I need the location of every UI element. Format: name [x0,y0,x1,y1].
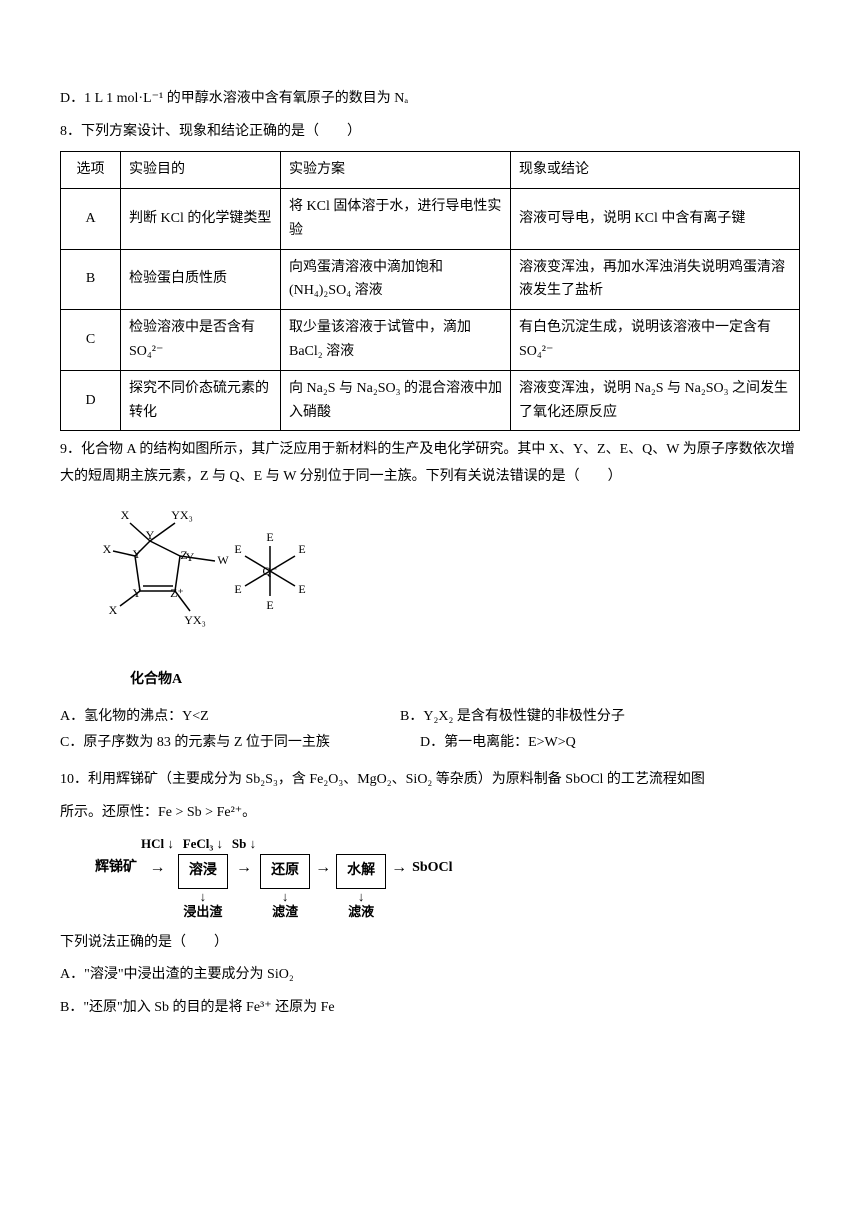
svg-text:Z⁺: Z⁺ [170,586,184,600]
table-row: D 探究不同价态硫元素的转化 向 Na₂S 与 Na₂SO₃ 的混合溶液中加入硝… [61,370,800,431]
table-row: A 判断 KCl 的化学键类型 将 KCl 固体溶于水，进行导电性实验 溶液可导… [61,188,800,249]
cell-purpose: 判断 KCl 的化学键类型 [121,188,281,249]
q10-opt-a: A．"溶浸"中浸出渣的主要成分为 SiO₂ [60,962,800,989]
cell-plan: 将 KCl 固体溶于水，进行导电性实验 [281,188,511,249]
svg-text:X: X [121,508,130,522]
q8-table: 选项 实验目的 实验方案 现象或结论 A 判断 KCl 的化学键类型 将 KCl… [60,151,800,431]
svg-text:E: E [298,582,305,596]
q10-stem-b: 所示。还原性：Fe > Sb > Fe²⁺。 [60,800,800,827]
q8-stem: 8．下列方案设计、现象和结论正确的是（ ） [60,119,800,146]
flow-out-1: 浸出渣 [183,904,222,919]
cell-opt: B [61,249,121,310]
q9-opt-c: C．原子序数为 83 的元素与 Z 位于同一主族 [60,730,420,757]
cell-result: 溶液可导电，说明 KCl 中含有离子键 [511,188,800,249]
table-row: B 检验蛋白质性质 向鸡蛋清溶液中滴加饱和 (NH₄)₂SO₄ 溶液 溶液变浑浊… [61,249,800,310]
flow-input-hcl: HCl [141,836,164,851]
cell-purpose: 检验溶液中是否含有 SO₄²⁻ [121,310,281,371]
flow-out-3: 滤液 [348,904,374,919]
cell-plan: 向 Na₂S 与 Na₂SO₃ 的混合溶液中加入硝酸 [281,370,511,431]
arrow-icon: → [148,854,166,882]
svg-text:E: E [234,582,241,596]
cell-result: 溶液变浑浊，说明 Na₂S 与 Na₂SO₃ 之间发生了氧化还原反应 [511,370,800,431]
svg-text:X: X [103,542,112,556]
svg-text:Y: Y [146,528,155,542]
svg-text:YX₃: YX₃ [184,613,206,627]
compound-a-structure: X YX₃ X X Y Y Y Z Z⁺ Y W YX₃ Q⁻ E E E E … [95,501,335,651]
svg-text:YX₃: YX₃ [171,508,193,522]
cell-result: 溶液变浑浊，再加水浑浊消失说明鸡蛋清溶液发生了盐析 [511,249,800,310]
svg-text:E: E [298,542,305,556]
option-d-prev: D．1 L 1 mol·L⁻¹ 的甲醇水溶液中含有氧原子的数目为 Nₐ [60,86,800,113]
flow-end: SbOCl [412,854,452,882]
svg-text:E: E [266,530,273,544]
flow-input-fecl3: FeCl₃ [183,836,214,851]
flow-out-2: 滤渣 [272,904,298,919]
q10-stem-a: 10．利用辉锑矿（主要成分为 Sb₂S₃，含 Fe₂O₃、MgO₂、SiO₂ 等… [60,767,800,794]
q9-options-row1: A．氢化物的沸点：Y<Z B．Y₂X₂ 是含有极性键的非极性分子 [60,704,800,731]
q9-opt-b: B．Y₂X₂ 是含有极性键的非极性分子 [400,704,800,731]
flow-step-1: 溶浸 [178,854,228,889]
q9-opt-a: A．氢化物的沸点：Y<Z [60,704,400,731]
svg-text:Y: Y [133,586,142,600]
cell-opt: C [61,310,121,371]
q9-opt-d: D．第一电离能：E>W>Q [420,730,800,757]
cell-purpose: 探究不同价态硫元素的转化 [121,370,281,431]
svg-text:E: E [266,598,273,612]
svg-text:X: X [109,603,118,617]
q9-stem: 9．化合物 A 的结构如图所示，其广泛应用于新材料的生产及电化学研究。其中 X、… [60,437,800,490]
svg-text:Y: Y [133,547,142,561]
flow-start: 辉锑矿 [95,854,137,882]
th-purpose: 实验目的 [121,152,281,189]
table-row: 选项 实验目的 实验方案 现象或结论 [61,152,800,189]
th-result: 现象或结论 [511,152,800,189]
cell-result: 有白色沉淀生成，说明该溶液中一定含有 SO₄²⁻ [511,310,800,371]
flow-step-2: 还原 [260,854,310,889]
arrow-icon: → [235,854,253,882]
svg-text:E: E [234,542,241,556]
q10-prompt: 下列说法正确的是（ ） [60,930,800,957]
flow-step-3: 水解 [336,854,386,889]
cell-opt: D [61,370,121,431]
table-row: C 检验溶液中是否含有 SO₄²⁻ 取少量该溶液于试管中，滴加 BaCl₂ 溶液… [61,310,800,371]
svg-text:W: W [217,553,229,567]
th-option: 选项 [61,152,121,189]
arrow-icon: → [314,854,332,882]
svg-text:Q⁻: Q⁻ [263,564,278,578]
q10-opt-b: B．"还原"加入 Sb 的目的是将 Fe³⁺ 还原为 Fe [60,995,800,1022]
cell-purpose: 检验蛋白质性质 [121,249,281,310]
flow-input-sb: Sb [232,836,246,851]
q10-flowchart: 辉锑矿 HCl ↓ → FeCl₃ ↓ 溶浸 ↓浸出渣 Sb ↓ → 还原 ↓滤… [95,836,800,920]
cell-opt: A [61,188,121,249]
th-plan: 实验方案 [281,152,511,189]
arrow-icon: → [390,854,408,882]
q9-figure-caption: 化合物A [130,667,800,694]
q9-options-row2: C．原子序数为 83 的元素与 Z 位于同一主族 D．第一电离能：E>W>Q [60,730,800,757]
cell-plan: 取少量该溶液于试管中，滴加 BaCl₂ 溶液 [281,310,511,371]
svg-text:Y: Y [186,550,195,564]
q9-figure: X YX₃ X X Y Y Y Z Z⁺ Y W YX₃ Q⁻ E E E E … [95,501,800,662]
cell-plan: 向鸡蛋清溶液中滴加饱和 (NH₄)₂SO₄ 溶液 [281,249,511,310]
